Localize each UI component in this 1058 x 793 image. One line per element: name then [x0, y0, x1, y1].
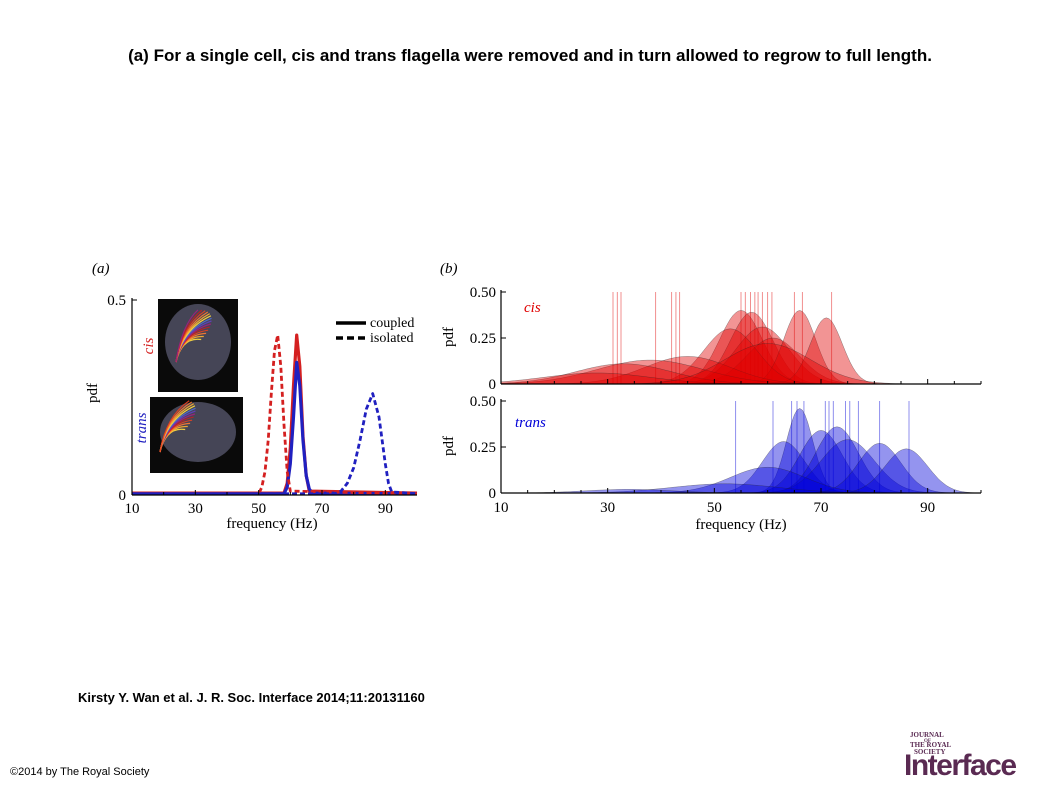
logo-interface: Interface [904, 749, 1017, 782]
panel-b-label: (b) [440, 261, 458, 277]
panel-a-xtick-label: 10 [125, 501, 140, 517]
panel-b-cis-ylabel: pdf [441, 327, 457, 347]
panel-a-ytick-label: 0.5 [107, 293, 126, 309]
inset-cis: cis [141, 299, 238, 392]
panel-a-legend: coupled isolated [336, 316, 414, 346]
legend-coupled-label: coupled [370, 316, 414, 331]
panel-a-series-trans-isolated [132, 392, 418, 496]
panel-a-series-trans-coupled [132, 360, 418, 496]
inset-trans: trans [134, 397, 243, 473]
inset-waveform-stroke [159, 400, 190, 453]
panel-a-xtick-label: 90 [378, 501, 393, 517]
slide-title: (a) For a single cell, cis and trans fla… [128, 46, 932, 65]
copyright: ©2014 by The Royal Society [10, 766, 150, 778]
citation: Kirsty Y. Wan et al. J. R. Soc. Interfac… [78, 690, 425, 705]
panel-b-xtick-label: 30 [600, 500, 615, 516]
panel-b-xlabel: frequency (Hz) [695, 517, 786, 533]
inset-waveform-stroke [175, 309, 199, 363]
panel-a-xtick-label: 70 [315, 501, 330, 517]
panel-b-xtick-label: 10 [494, 500, 509, 516]
panel-b-cis-ytick-label: 0.50 [470, 285, 496, 301]
panel-b-xtick-label: 70 [814, 500, 829, 516]
panel-a-ytick-label: 0 [119, 488, 127, 504]
panel-b-cis-ytick-label: 0 [489, 377, 497, 393]
panel-a-xlabel: frequency (Hz) [226, 516, 317, 532]
logo-line-royal: THE ROYAL [910, 741, 952, 749]
logo-line-society: SOCIETY [914, 748, 946, 756]
panel-a: (a) 10 30 50 70 90 0 0.5 pdf frequency (Hz) co… [85, 261, 418, 532]
panel-b-trans-label: trans [515, 415, 546, 431]
panel-b-cis-label: cis [524, 300, 541, 316]
panel-b-trans-ytick-label: 0 [489, 486, 497, 502]
panel-a-xtick-label: 30 [188, 501, 203, 517]
inset-cis-label: cis [141, 338, 157, 355]
legend-isolated-label: isolated [370, 331, 414, 346]
panel-b-trans-ytick-label: 0.50 [470, 394, 496, 410]
panel-b-xtick-label: 50 [707, 500, 722, 516]
logo-line-journal: JOURNAL [910, 731, 944, 739]
inset-trans-label: trans [134, 412, 150, 443]
logo-line-of: OF [924, 739, 931, 744]
panel-a-xtick-label: 50 [251, 501, 266, 517]
journal-logo: JOURNAL OF THE ROYAL SOCIETY Interface [904, 731, 1017, 782]
panel-b-trans-ytick-label: 0.25 [470, 440, 496, 456]
panel-b-trans-ylabel: pdf [441, 436, 457, 456]
panel-a-label: (a) [92, 261, 110, 277]
panel-b-cis-ytick-label: 0.25 [470, 331, 496, 347]
panel-a-ylabel: pdf [85, 383, 101, 403]
panel-b-xtick-label: 90 [920, 500, 935, 516]
